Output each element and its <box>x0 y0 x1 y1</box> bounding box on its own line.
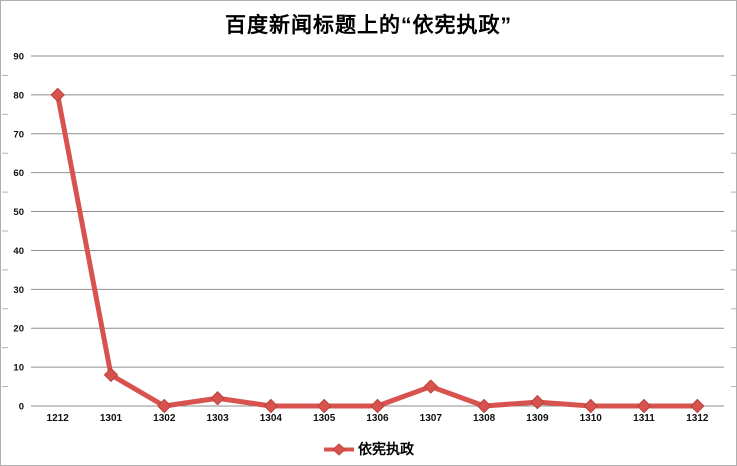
y-axis-tick-label: 40 <box>13 246 24 257</box>
y-axis-tick-label: 20 <box>13 324 24 335</box>
legend: 依宪执政 <box>1 439 736 459</box>
data-point-marker <box>370 398 385 414</box>
x-axis-tick-label: 1310 <box>580 413 603 424</box>
data-point-marker <box>210 391 225 406</box>
legend-series-marker-icon <box>324 442 354 456</box>
x-axis-tick-label: 1312 <box>686 413 709 424</box>
x-axis-tick-label: 1301 <box>100 413 123 424</box>
data-point-marker <box>476 398 492 414</box>
x-axis-tick-label: 1305 <box>313 413 336 424</box>
data-point-marker <box>636 398 652 414</box>
y-axis-tick-label: 90 <box>13 52 24 63</box>
y-axis-tick-label: 10 <box>13 363 24 374</box>
chart-title: 百度新闻标题上的“依宪执政” <box>225 14 512 37</box>
x-axis-tick-label: 1306 <box>366 413 389 424</box>
x-axis-tick-label: 1303 <box>206 413 229 424</box>
y-axis-tick-label: 50 <box>13 207 24 218</box>
data-point-marker <box>103 367 119 383</box>
data-point-marker <box>583 398 598 414</box>
x-axis-tick-label: 1308 <box>473 413 496 424</box>
x-axis-tick-label: 1311 <box>633 413 655 424</box>
data-point-marker <box>50 87 65 103</box>
x-axis-tick-label: 1309 <box>526 413 549 424</box>
x-axis-tick-label: 1212 <box>47 413 70 424</box>
data-point-marker <box>690 398 705 414</box>
y-axis-tick-label: 30 <box>13 285 24 296</box>
legend-series-label: 依宪执政 <box>358 441 414 457</box>
y-axis-tick-label: 60 <box>13 168 24 179</box>
data-point-marker <box>316 398 332 414</box>
y-axis-tick-label: 80 <box>13 90 24 101</box>
x-axis-tick-label: 1307 <box>420 413 443 424</box>
data-point-marker <box>263 398 279 414</box>
y-axis-tick-label: 70 <box>13 129 24 140</box>
x-axis-tick-label: 1302 <box>153 413 176 424</box>
y-axis-tick-label: 0 <box>19 402 24 413</box>
x-axis-tick-label: 1304 <box>260 413 283 424</box>
data-point-marker <box>423 379 439 394</box>
data-point-marker <box>157 398 172 414</box>
data-point-marker <box>530 394 545 410</box>
